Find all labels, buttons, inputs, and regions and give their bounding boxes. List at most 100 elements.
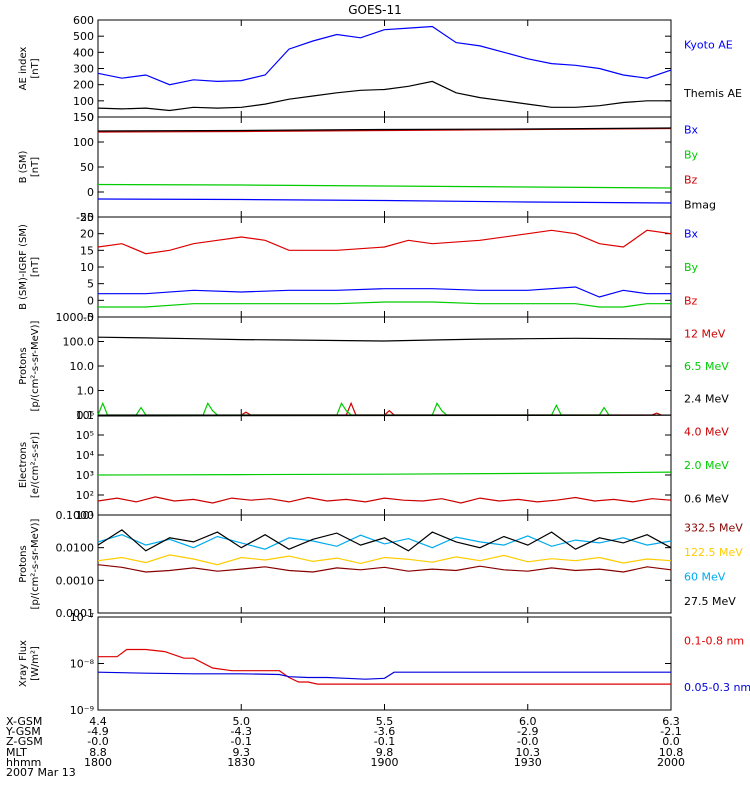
panel-frame xyxy=(97,316,672,416)
legend-entry: 6.5 MeV xyxy=(684,360,729,373)
series-line-bx xyxy=(97,198,672,204)
legend-entry: 12 MeV xyxy=(684,327,726,340)
y-tick-label: 0.1000 xyxy=(56,509,95,522)
legend-entry: By xyxy=(684,149,699,162)
y-tick-label: 500 xyxy=(73,30,94,43)
panel-xray: 10⁻⁹ 10⁻⁸ 10⁻⁷ Xray Flux [W/m²] 0.1-0.8 nm 0.0… xyxy=(18,611,750,717)
y-tick-label: 10¹ xyxy=(76,509,94,522)
y-tick-label: 0 xyxy=(87,186,94,199)
legend-entry: 60 MeV xyxy=(684,570,726,583)
y-tick-label: 50 xyxy=(80,161,94,174)
y-tick-label: 10² xyxy=(76,489,94,502)
y-axis-title: [p/(cm²-s-sr-MeV)] xyxy=(30,320,41,411)
legend-entry: 27.5 MeV xyxy=(684,595,736,608)
ephemeris-value: 1830 xyxy=(227,756,255,769)
series-line-12-mev xyxy=(240,401,662,416)
y-tick-label: 400 xyxy=(73,46,94,59)
panel-frame xyxy=(97,616,672,711)
ephemeris-value: 5.5 xyxy=(376,715,394,728)
ephemeris-value: -2.9 xyxy=(517,725,538,738)
x-axis-labels: X-GSM 4.4 5.0 5.5 6.0 6.3 Y-GSM -4.9 -4.3 -3.6 -2.… xyxy=(5,715,685,779)
legend-entry: 332.5 MeV xyxy=(684,521,743,534)
y-axis-title: B (SM)-IGRF (SM) xyxy=(18,224,29,310)
ephemeris-value: 1900 xyxy=(371,756,399,769)
series-line-by xyxy=(97,183,672,189)
ephemeris-value: 6.3 xyxy=(662,715,680,728)
ephemeris-value: -0.1 xyxy=(374,735,395,748)
legend-entry: Bx xyxy=(684,228,699,241)
panel-frame xyxy=(97,19,672,118)
legend-entry: Bz xyxy=(684,294,698,307)
panel-ae: 0 100 200 300 400 500 600 AE index [nT] Kyoto AE T… xyxy=(18,14,742,124)
ephemeris-value: 10.8 xyxy=(659,746,684,759)
y-axis-title: [e/(cm²-s-sr)] xyxy=(30,432,41,498)
ephemeris-value: 4.4 xyxy=(89,715,107,728)
y-tick-label: 150 xyxy=(73,111,94,124)
legend-entry: 0.1-0.8 nm xyxy=(684,634,744,647)
ephemeris-value: 1930 xyxy=(514,756,542,769)
ephemeris-value: -4.3 xyxy=(231,725,252,738)
y-tick-label: 0 xyxy=(87,294,94,307)
series-line-122-5-mev xyxy=(97,554,672,566)
y-tick-label: 10³ xyxy=(76,469,94,482)
series-line-bmag xyxy=(97,127,672,132)
ephemeris-row-label: Y-GSM xyxy=(5,725,41,738)
y-tick-label: 0 xyxy=(87,111,94,124)
y-tick-label: 100.0 xyxy=(63,336,95,349)
panel-frame xyxy=(97,514,672,614)
legend-entry: 0.05-0.3 nm xyxy=(684,681,750,694)
series-line-bx xyxy=(98,286,671,298)
y-tick-label: 600 xyxy=(73,14,94,27)
ephemeris-value: 1800 xyxy=(84,756,112,769)
y-tick-label: 20 xyxy=(80,228,94,241)
ephemeris-value: -0.0 xyxy=(87,735,108,748)
ephemeris-value: 8.8 xyxy=(89,746,107,759)
date-label: 2007 Mar 13 xyxy=(6,766,76,779)
ephemeris-row-label: MLT xyxy=(6,746,27,759)
legend-entry: Kyoto AE xyxy=(684,38,733,51)
y-tick-label: 0.0001 xyxy=(56,607,95,620)
series-line-27-5-mev xyxy=(97,529,672,552)
y-tick-label: 0.0010 xyxy=(56,574,95,587)
y-axis-title: Xray Flux xyxy=(18,640,29,687)
ephemeris-value: 10.3 xyxy=(516,746,541,759)
ephemeris-row-label: X-GSM xyxy=(6,715,42,728)
y-tick-label: 10⁵ xyxy=(76,429,94,442)
legend-entry: By xyxy=(684,261,699,274)
series-line-2-4-mev xyxy=(97,336,672,342)
y-tick-label: 10⁻⁹ xyxy=(70,704,94,717)
y-axis-title: AE index xyxy=(18,47,29,91)
ephemeris-value: 9.3 xyxy=(233,746,251,759)
ephemeris-value: 2000 xyxy=(657,756,685,769)
legend-entry: 4.0 MeV xyxy=(684,426,729,439)
y-tick-label: 10⁻⁷ xyxy=(70,611,94,624)
ephemeris-row-label: Z-GSM xyxy=(6,735,43,748)
legend-entry: 0.6 MeV xyxy=(684,492,729,505)
series-line-kyoto-ae xyxy=(97,25,672,86)
ephemeris-value: -4.9 xyxy=(87,725,108,738)
legend-entry: 122.5 MeV xyxy=(684,546,743,559)
y-tick-label: -50 xyxy=(76,211,94,224)
legend-entry: Themis AE xyxy=(683,87,742,100)
figure-title: GOES-11 xyxy=(348,3,402,17)
y-tick-label: 25 xyxy=(80,211,94,224)
y-tick-label: 10⁶ xyxy=(76,409,95,422)
series-line-2-0-mev xyxy=(97,471,672,476)
y-axis-title: [nT] xyxy=(30,257,41,277)
series-line-themis-ae xyxy=(97,80,671,112)
y-tick-label: 100 xyxy=(73,136,94,149)
y-tick-label: 0.0100 xyxy=(56,542,95,555)
y-tick-label: -5 xyxy=(83,311,94,324)
y-axis-title: Protons xyxy=(18,545,29,582)
legend-entry: 2.4 MeV xyxy=(684,393,729,406)
series-line-332-5-mev xyxy=(97,564,672,573)
series-line-by xyxy=(98,301,671,308)
legend-entry: Bx xyxy=(684,124,699,137)
ephemeris-value: 0.0 xyxy=(662,735,680,748)
ephemeris-value: -3.6 xyxy=(374,725,395,738)
legend-entry: Bmag xyxy=(684,199,716,212)
panel-protons_high: 0.0001 0.0010 0.0100 0.1000 Protons [p/(cm²-s… xyxy=(18,509,743,620)
y-tick-label: 1000.0 xyxy=(56,311,95,324)
